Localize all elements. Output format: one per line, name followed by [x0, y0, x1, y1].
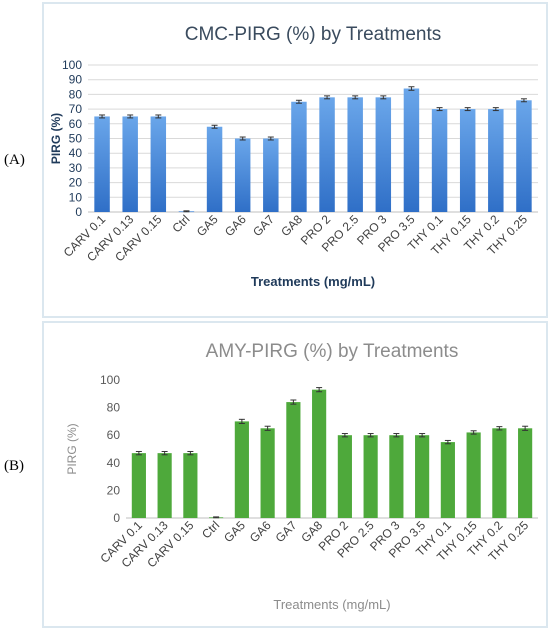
y-tick-label: 60 [69, 117, 83, 131]
bar [260, 428, 275, 518]
chart-title: CMC-PIRG (%) by Treatments [185, 24, 442, 45]
chart-frame-b: AMY-PIRG (%) by Treatments 0 20 40 60 80 100 CA… [42, 321, 548, 628]
bar [440, 442, 455, 518]
bar [150, 116, 167, 212]
y-tick-label: 100 [100, 373, 120, 387]
y-axis-label: PIRG (%) [65, 423, 79, 474]
bar [488, 109, 504, 212]
bar [131, 453, 146, 518]
bar [157, 453, 172, 518]
chart-frame-a: CMC-PIRG (%) by Treatments 0 10 20 30 40 50 60 7… [42, 2, 548, 318]
bar [466, 432, 481, 518]
bar [183, 453, 198, 518]
bar [94, 116, 110, 212]
x-tick-label: Ctrl [169, 212, 192, 235]
chart-title: AMY-PIRG (%) by Treatments [206, 341, 459, 362]
y-tick-label: 80 [69, 87, 83, 101]
bar [375, 97, 392, 212]
y-tick-label: 90 [69, 73, 83, 87]
y-tick-label: 40 [107, 456, 121, 470]
x-tick-label: GA7 [273, 518, 300, 545]
x-axis-label: Treatments (mg/mL) [273, 597, 390, 612]
y-tick-label: 40 [69, 146, 83, 160]
bar [459, 109, 476, 212]
bar [403, 88, 420, 212]
bar [263, 138, 279, 212]
x-axis-label: Treatments (mg/mL) [251, 274, 375, 289]
panel-label-b: (B) [4, 458, 24, 474]
cmc-pirg-chart: CMC-PIRG (%) by Treatments 01020304050607… [49, 24, 538, 289]
bar [516, 100, 532, 212]
y-tick-label: 30 [69, 161, 83, 175]
y-tick-label: 0 [113, 511, 120, 525]
bar [415, 435, 430, 518]
y-tick-label: 10 [69, 190, 83, 204]
bar [122, 116, 138, 212]
y-tick-label: 80 [107, 401, 121, 415]
y-tick-label: 20 [107, 483, 121, 497]
x-tick-label: GA7 [250, 212, 277, 239]
x-tick-label: GA5 [221, 518, 248, 545]
bar [206, 126, 223, 212]
bar [363, 435, 378, 518]
x-tick-label: Ctrl [199, 518, 222, 541]
y-tick-label: 100 [62, 58, 82, 72]
bar [291, 101, 307, 212]
bar [234, 138, 251, 212]
panel-label-a: (A) [4, 152, 25, 168]
bar [286, 402, 301, 518]
bar [518, 428, 533, 518]
y-tick-label: 60 [107, 428, 121, 442]
bar [389, 435, 404, 518]
x-tick-label: GA5 [194, 212, 221, 239]
bar [319, 97, 335, 212]
y-tick-label: 20 [69, 176, 83, 190]
bar [492, 428, 507, 518]
bar [431, 109, 448, 212]
bar [347, 97, 363, 212]
x-tick-label: GA6 [247, 518, 274, 545]
y-axis-label: PIRG (%) [49, 113, 63, 164]
y-tick-label: 70 [69, 102, 83, 116]
bar [337, 435, 352, 518]
y-tick-label: 50 [69, 132, 83, 146]
amy-pirg-chart: AMY-PIRG (%) by Treatments020406080100CA… [65, 341, 538, 612]
x-tick-label: GA6 [222, 212, 249, 239]
y-tick-label: 0 [75, 205, 82, 219]
bar [234, 421, 249, 518]
bar [312, 389, 327, 518]
